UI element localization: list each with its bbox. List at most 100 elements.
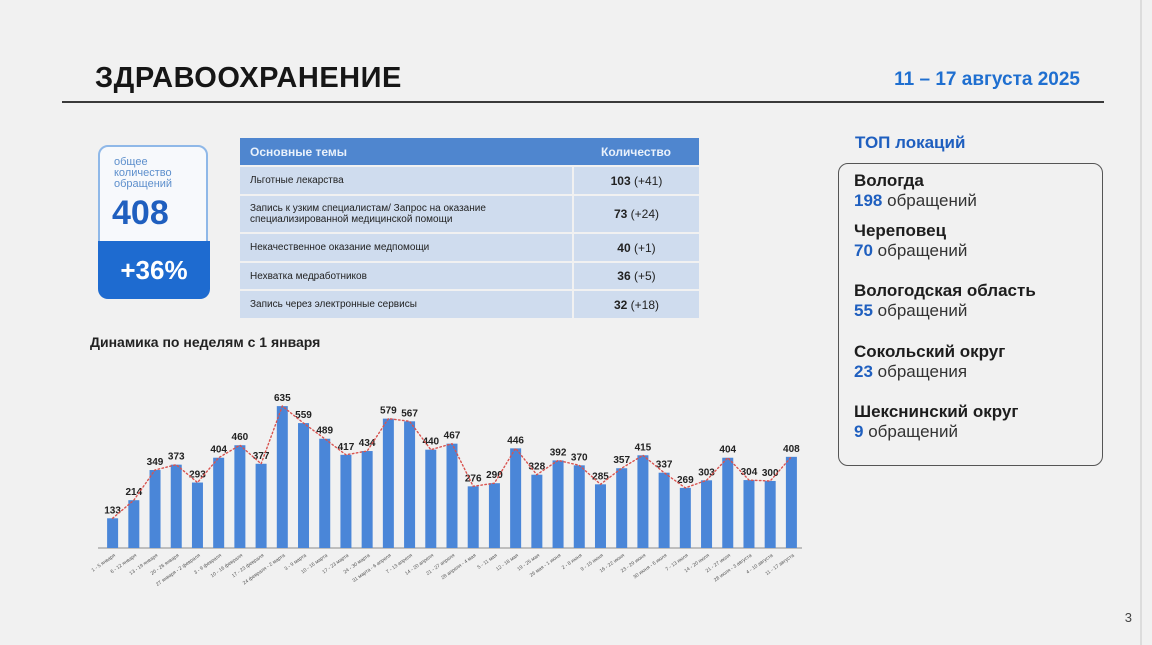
page-title: ЗДРАВООХРАНЕНИЕ	[95, 62, 402, 94]
bar-value-label: 214	[125, 487, 142, 498]
bar-value-label: 377	[253, 451, 270, 462]
page-number: 3	[1124, 610, 1132, 625]
table-header-row: Основные темы Количество	[240, 138, 699, 166]
topic-cell: Запись к узким специалистам/ Запрос на о…	[240, 194, 573, 233]
chart-bar	[785, 456, 797, 548]
count-value: 73	[613, 207, 628, 221]
count-cell: 40 (+1)	[572, 232, 699, 262]
date-range: 11 – 17 августа 2025	[894, 69, 1080, 90]
bar-value-label: 300	[762, 468, 779, 479]
count-value: 36	[617, 269, 631, 283]
count-cell: 73 (+24)	[572, 194, 699, 233]
table-row: Льготные лекарства 103 (+41)	[240, 165, 699, 195]
topic-cell: Некачественное оказание медпомощи	[240, 232, 573, 262]
chart-bar	[149, 470, 161, 548]
trend-line	[111, 404, 793, 519]
total-change-badge: +36%	[98, 241, 210, 299]
location-count-value: 70	[854, 241, 873, 260]
bar-value-label: 276	[465, 473, 482, 484]
top-locations-title: ТОП локаций	[855, 133, 966, 152]
chart-bar	[531, 474, 543, 548]
location-count-suffix: обращений	[877, 241, 968, 260]
topic-cell: Нехватка медработников	[240, 261, 573, 290]
bar-value-label: 290	[486, 470, 503, 481]
chart-bar	[298, 423, 310, 548]
bar-value-label: 434	[359, 438, 376, 449]
location-count-suffix: обращений	[877, 301, 968, 320]
location-count: 198 обращений	[854, 191, 977, 211]
chart-bar	[255, 463, 267, 548]
bar-value-label: 404	[210, 445, 227, 456]
count-delta: (+41)	[634, 173, 663, 188]
table-row: Запись к узким специалистам/ Запрос на о…	[240, 194, 699, 233]
bar-value-label: 392	[550, 447, 567, 458]
bar-value-label: 349	[147, 457, 164, 468]
location-item: Вологда 198 обращений	[854, 171, 977, 211]
table-row: Запись через электронные сервисы 32 (+18…	[240, 289, 699, 318]
bar-value-label: 579	[380, 406, 397, 417]
bar-value-label: 559	[295, 410, 312, 421]
bar-value-label: 489	[316, 426, 333, 437]
bar-value-label: 460	[232, 432, 249, 443]
chart-bar	[594, 484, 606, 548]
x-tick-label: 12 - 18 мая	[495, 553, 520, 573]
location-count: 9 обращений	[854, 422, 1018, 442]
bar-value-label: 446	[507, 435, 524, 446]
bar-value-label: 357	[613, 455, 630, 466]
count-cell: 32 (+18)	[572, 289, 699, 318]
chart-bar	[425, 449, 437, 548]
chart-bar	[191, 482, 203, 548]
count-delta: (+1)	[634, 240, 656, 255]
chart-bar	[170, 464, 182, 548]
location-name: Сокольский округ	[854, 342, 1006, 361]
count-delta: (+24)	[630, 207, 660, 221]
location-count-suffix: обращений	[887, 191, 977, 210]
location-count-value: 198	[854, 191, 883, 210]
location-name: Вологда	[854, 171, 924, 190]
bar-value-label: 285	[592, 471, 609, 482]
bar-value-label: 408	[783, 444, 800, 455]
chart-bar	[722, 457, 734, 548]
location-name: Вологодская область	[854, 281, 1036, 300]
bar-value-label: 337	[656, 460, 673, 471]
total-requests-card: общее количество обращений 408 +36%	[98, 145, 210, 299]
header-topic: Основные темы	[240, 138, 573, 166]
total-value: 408	[112, 194, 169, 232]
bar-value-label: 293	[189, 470, 206, 481]
slide-edge-divider	[1140, 0, 1142, 645]
chart-bar	[616, 468, 628, 548]
location-count: 55 обращений	[854, 301, 1036, 321]
bar-value-label: 417	[338, 442, 355, 453]
chart-bar	[404, 421, 416, 548]
bar-value-label: 304	[741, 467, 758, 478]
dynamics-title: Динамика по неделям с 1 января	[90, 334, 321, 350]
bar-value-label: 328	[529, 462, 546, 473]
header-count: Количество	[573, 138, 699, 166]
bar-value-label: 440	[422, 437, 439, 448]
topic-cell: Льготные лекарства	[240, 165, 573, 195]
chart-bar	[340, 454, 352, 548]
chart-bar	[679, 487, 691, 548]
count-value: 40	[617, 240, 631, 255]
chart-bar	[234, 445, 246, 548]
chart-bar	[764, 480, 776, 548]
chart-bar	[276, 406, 288, 548]
count-value: 103	[610, 173, 631, 188]
table-row: Нехватка медработников 36 (+5)	[240, 261, 699, 290]
location-count: 70 обращений	[854, 241, 967, 261]
location-count-suffix: обращений	[868, 422, 958, 441]
chart-bar	[510, 448, 522, 548]
location-name: Шекснинский округ	[854, 402, 1019, 421]
topic-cell: Запись через электронные сервисы	[240, 289, 573, 318]
bar-value-label: 133	[104, 505, 121, 516]
location-item: Череповец 70 обращений	[854, 221, 967, 261]
chart-bar	[467, 486, 479, 548]
count-cell: 103 (+41)	[572, 165, 699, 195]
bar-value-label: 303	[698, 467, 715, 478]
chart-bar	[552, 460, 564, 548]
bar-value-label: 404	[719, 445, 736, 456]
count-delta: (+5)	[634, 269, 656, 283]
location-count-suffix: обращения	[877, 362, 968, 381]
